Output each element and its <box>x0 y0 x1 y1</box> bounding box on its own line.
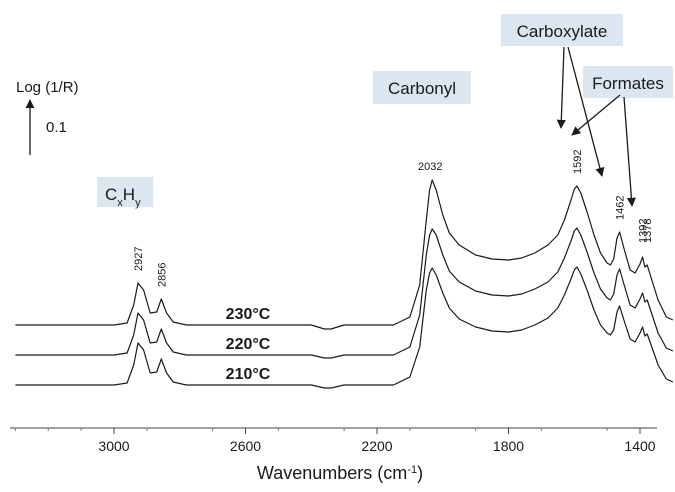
series-label-220-c: 220°C <box>226 336 271 353</box>
x-axis-ticks: 3000 2600 2200 1800 1400 <box>98 428 656 454</box>
carboxylate-arrow-1592 <box>556 46 566 129</box>
annotation-formates-text: Formates <box>592 74 664 93</box>
x-axis-label: Wavenumbers (cm-1) <box>257 463 423 483</box>
carboxylate-arrow-1462 <box>567 46 605 177</box>
series-label-230-c: 230°C <box>226 306 271 323</box>
annotation-cxhy-box <box>97 177 153 207</box>
peak-label-1392: 1392 <box>638 219 650 243</box>
series-group <box>15 179 674 389</box>
scale-bar-label: 0.1 <box>46 119 67 136</box>
peak-label-2032: 2032 <box>418 161 442 173</box>
annotation-carboxylate: Carboxylate <box>501 14 623 46</box>
annotation-carboxylate-box <box>501 14 623 46</box>
y-axis-label: Log (1/R) <box>16 79 79 96</box>
peak-label-1592: 1592 <box>572 150 584 174</box>
x-tick-label-2200: 2200 <box>361 438 392 454</box>
peak-label-2927: 2927 <box>133 247 145 271</box>
series-label-210-c: 210°C <box>226 366 271 383</box>
annotation-carbonyl-text: Carbonyl <box>388 79 456 98</box>
annotation-cxhy-text: CxHy <box>105 185 141 209</box>
x-tick-label-1800: 1800 <box>493 438 524 454</box>
series-220-c <box>15 227 674 359</box>
annotation-formates: Formates <box>583 66 673 98</box>
peak-label-2856: 2856 <box>156 263 168 287</box>
x-tick-label-1400: 1400 <box>624 438 655 454</box>
series-labels: 230°C 220°C 210°C <box>226 306 271 383</box>
x-tick-label-2600: 2600 <box>230 438 261 454</box>
series-210-c <box>15 266 674 389</box>
annotation-cxhy: CxHy <box>97 177 153 209</box>
series-230-c <box>15 179 674 330</box>
peak-label-1462: 1462 <box>615 196 627 220</box>
formates-arrow-1392 <box>623 96 636 207</box>
annotation-carbonyl-box <box>373 71 471 104</box>
annotation-carbonyl: Carbonyl <box>373 71 471 104</box>
annotation-carboxylate-text: Carboxylate <box>517 22 608 41</box>
peak-label-1378: 1378 <box>642 219 654 243</box>
formates-arrow-1592 <box>571 94 621 136</box>
annotation-formates-box <box>583 66 673 98</box>
x-tick-label-3000: 3000 <box>98 438 129 454</box>
